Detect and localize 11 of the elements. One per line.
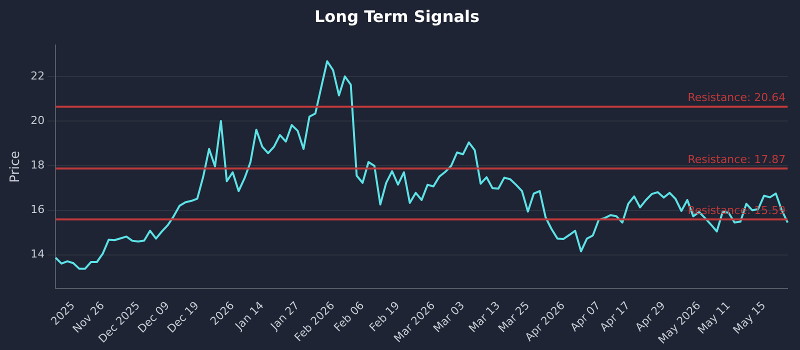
- y-tick-label: 18: [30, 158, 45, 172]
- y-tick-label: 22: [30, 69, 45, 82]
- ref-line-label: Resistance: 17.87: [688, 152, 786, 166]
- y-tick-label: 14: [30, 248, 45, 261]
- y-tick-label: 16: [30, 203, 45, 216]
- y-axis-title: Price: [8, 150, 24, 183]
- y-tick-label: 20: [30, 114, 45, 127]
- chart-title: Long Term Signals: [314, 6, 480, 26]
- x-tick-label: Jan 14: [232, 298, 266, 334]
- ref-line-label: Resistance: 20.64: [688, 91, 786, 104]
- x-tick-label: Apr 17: [597, 298, 632, 334]
